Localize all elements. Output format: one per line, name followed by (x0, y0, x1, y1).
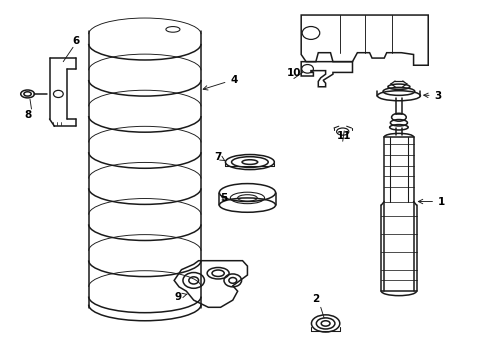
Text: 8: 8 (24, 110, 31, 120)
Text: 6: 6 (73, 36, 80, 45)
Text: 7: 7 (215, 152, 225, 162)
Text: 10: 10 (287, 68, 301, 78)
Text: 5: 5 (220, 193, 228, 203)
Text: 2: 2 (312, 294, 319, 304)
Text: 11: 11 (337, 131, 351, 141)
Text: 4: 4 (203, 75, 238, 90)
Text: 1: 1 (418, 197, 445, 207)
Text: 3: 3 (424, 91, 442, 101)
Text: 9: 9 (174, 292, 187, 302)
